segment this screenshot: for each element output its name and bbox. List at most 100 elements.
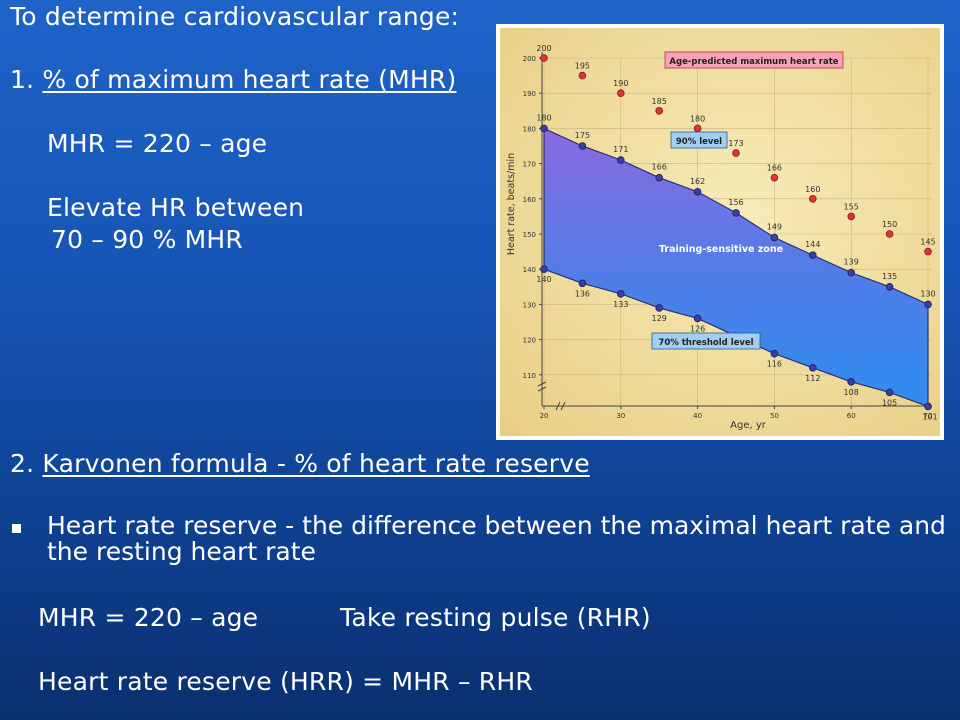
level90-label: 175 (575, 131, 590, 140)
level90-point (732, 209, 740, 217)
y-tick-label: 160 (523, 196, 536, 204)
level70-point (693, 314, 702, 323)
level70-label: 126 (690, 324, 705, 333)
max-hr-point (847, 212, 856, 221)
level90-point (847, 268, 856, 277)
level90-label: 139 (844, 258, 859, 267)
x-tick-label: 50 (770, 412, 779, 420)
max-hr-label: 155 (844, 202, 859, 211)
level90-label: 162 (690, 177, 705, 186)
level90-point (885, 282, 894, 291)
zone-label: Training-sensitive zone (659, 244, 783, 255)
level90-label: 149 (767, 223, 782, 232)
y-tick-label: 200 (523, 55, 536, 63)
mhr-formula-2: MHR = 220 – age (38, 603, 259, 632)
level90-box: 90% level (670, 131, 728, 149)
max-hr-label: 150 (882, 220, 897, 229)
y-tick-label: 110 (523, 372, 536, 380)
level90-label: 180 (536, 113, 551, 122)
x-axis-title: Age, yr (730, 420, 767, 431)
level70-label: 108 (844, 388, 859, 397)
item-1: 1. % of maximum heart rate (MHR) (10, 65, 456, 95)
max-hr-point (655, 107, 664, 115)
max-hr-label: 185 (652, 97, 667, 106)
item-1-number: 1. (10, 65, 35, 94)
max-hr-label: 190 (613, 79, 628, 88)
max-hr-point (732, 149, 740, 157)
y-tick-label: 190 (523, 90, 536, 98)
level90-label: 171 (613, 145, 628, 154)
max-hr-point (540, 54, 548, 62)
y-tick-label: 180 (523, 125, 536, 133)
level90-point (540, 124, 548, 133)
level90-point (655, 173, 664, 182)
data-points (540, 54, 932, 411)
level70-point (770, 349, 779, 358)
max-hr-label: 180 (690, 114, 705, 123)
y-tick-label: 120 (523, 337, 536, 345)
item-2: 2. Karvonen formula - % of heart rate re… (10, 449, 590, 479)
max-label: Age-predicted maximum heart rate (669, 57, 838, 67)
x-tick-label: 60 (847, 412, 856, 420)
level70-label: 133 (613, 300, 628, 309)
y-axis-break (537, 381, 547, 392)
threshold-label: 70% threshold level (658, 338, 753, 348)
level70-label: 105 (882, 398, 897, 407)
threshold-box: 70% threshold level (651, 332, 761, 350)
max-hr-point (885, 230, 894, 238)
max-hr-point (924, 247, 932, 256)
level70-point (655, 304, 664, 312)
y-tick-label: 150 (523, 231, 536, 239)
max-hr-label: 195 (575, 62, 590, 71)
level70-label: 112 (805, 374, 820, 383)
max-hr-label: 166 (767, 164, 782, 173)
level70-label: 116 (767, 360, 782, 369)
max-hr-point (693, 124, 702, 133)
y-tick-label: 130 (523, 301, 536, 309)
level70-label: 140 (536, 275, 551, 284)
max-hr-point (770, 173, 779, 182)
item-2-number: 2. (10, 449, 35, 478)
level90-point (770, 233, 779, 242)
max-hr-label: 200 (536, 44, 551, 53)
level90-point (693, 187, 702, 196)
level90-label: 166 (652, 163, 667, 172)
y-tick-label: 170 (523, 161, 536, 169)
level70-point (808, 363, 817, 372)
x-tick-label: 40 (693, 412, 702, 420)
level90-label: 90% level (676, 137, 722, 147)
x-tick-label: 30 (616, 412, 625, 420)
max-hr-label: 173 (728, 139, 743, 148)
level70-point (578, 279, 587, 288)
level70-point (885, 388, 894, 397)
level90-point (808, 251, 817, 259)
data-labels: 200 195 190 185 180 173 166 160 155 150 145 180 175 1… (536, 44, 937, 421)
level90-label: 130 (920, 289, 935, 298)
level90-label: 135 (882, 272, 897, 281)
hrr-formula: Heart rate reserve (HRR) = MHR – RHR (38, 667, 533, 696)
item-2-label: Karvonen formula - % of heart rate reser… (42, 449, 590, 478)
axis-ticks: 110 120 130 140 150 160 170 180 190 200 20 30 40 50 60… (523, 55, 933, 420)
max-hr-label: 145 (920, 238, 935, 247)
bullet-text: Heart rate reserve - the difference betw… (47, 511, 946, 566)
max-hr-point (617, 89, 625, 97)
level90-label: 156 (728, 198, 743, 207)
x-tick-label: 70 (924, 412, 933, 420)
heart-rate-chart: 110 120 130 140 150 160 170 180 190 200 20 30 40 50 60… (496, 24, 944, 440)
level70-point (924, 402, 932, 411)
x-axis-break (555, 401, 566, 411)
max-hr-point (808, 195, 817, 203)
axes (541, 52, 932, 407)
x-tick-label: 20 (540, 412, 549, 420)
level70-label: 101 (922, 412, 937, 421)
square-bullet-icon (12, 524, 21, 533)
max-hr-point (578, 71, 587, 80)
elevate-line-1: Elevate HR between (47, 193, 305, 222)
max-hr-label: 160 (805, 185, 820, 194)
level70-label: 136 (575, 289, 590, 298)
level70-point (847, 378, 856, 386)
resting-pulse: Take resting pulse (RHR) (340, 603, 651, 632)
mhr-formula: MHR = 220 – age (47, 129, 268, 158)
level70-label: 129 (652, 314, 667, 323)
level90-point (924, 300, 932, 309)
